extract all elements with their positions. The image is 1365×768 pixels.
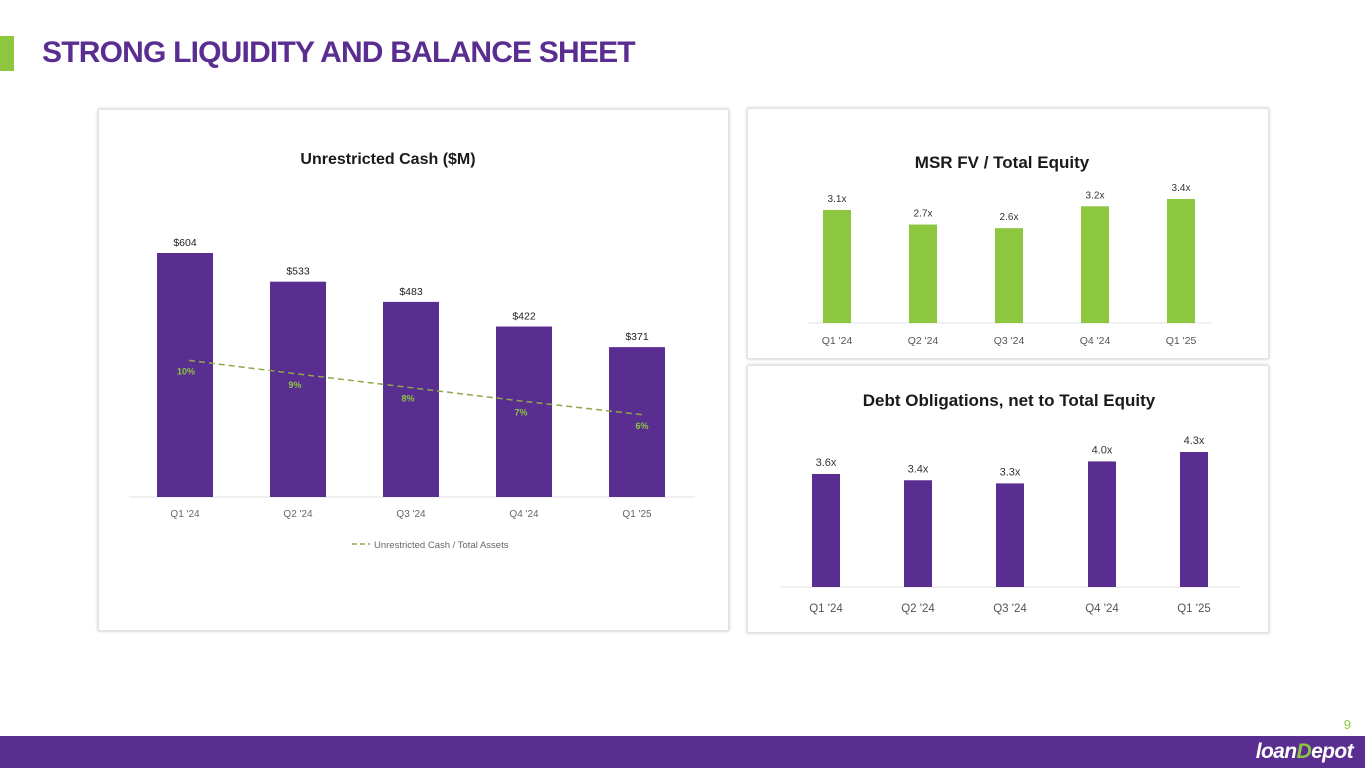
unrestricted-cash-chart-panel: Unrestricted Cash ($M) $604 Q1 '24 $533 Q2 '… xyxy=(98,109,729,631)
cash-to-assets-label: 9% xyxy=(288,380,301,390)
cash-bar xyxy=(383,301,439,497)
msr-bar-value-label: 2.7x xyxy=(914,209,933,220)
chart-title: Unrestricted Cash ($M) xyxy=(300,151,475,168)
loandepot-logo: loanDepot xyxy=(1255,740,1354,763)
msr-equity-chart: MSR FV / Total Equity 3.1x Q1 '24 2.7x Q2 '2… xyxy=(808,153,1212,347)
msr-x-tick-label: Q1 '25 xyxy=(1166,335,1197,347)
debt-equity-chart: Debt Obligations, net to Total Equity 3.6… xyxy=(780,391,1240,615)
cash-x-tick-label: Q3 '24 xyxy=(396,509,426,520)
cash-to-assets-label: 6% xyxy=(635,421,648,431)
cash-x-tick-label: Q2 '24 xyxy=(283,509,313,520)
cash-bar-value-label: $604 xyxy=(173,237,197,249)
msr-bar xyxy=(1167,199,1195,323)
debt-bar xyxy=(904,480,932,587)
msr-x-tick-label: Q2 '24 xyxy=(908,335,939,347)
msr-bar xyxy=(909,224,937,323)
debt-bar-value-label: 4.3x xyxy=(1184,435,1205,447)
cash-bar-value-label: $422 xyxy=(512,311,536,323)
cash-x-tick-label: Q1 '24 xyxy=(170,509,200,520)
debt-equity-chart-panel: Debt Obligations, net to Total Equity 3.6… xyxy=(747,365,1269,633)
msr-bar xyxy=(1081,206,1109,323)
debt-x-tick-label: Q1 '24 xyxy=(809,603,843,615)
debt-x-tick-label: Q2 '24 xyxy=(901,603,935,615)
debt-bar xyxy=(812,473,840,587)
cash-bar xyxy=(270,281,326,497)
debt-bar-value-label: 3.6x xyxy=(816,457,837,469)
chart-title: MSR FV / Total Equity xyxy=(915,153,1090,172)
page-number: 9 xyxy=(1343,717,1351,732)
debt-bar-value-label: 4.0x xyxy=(1092,444,1113,456)
footer-band xyxy=(0,736,1365,768)
debt-bar xyxy=(996,483,1024,587)
cash-bar-value-label: $371 xyxy=(625,331,649,343)
cash-to-assets-label: 10% xyxy=(177,366,195,376)
debt-x-tick-label: Q4 '24 xyxy=(1085,603,1119,615)
page-title: STRONG LIQUIDITY AND BALANCE SHEET xyxy=(42,36,636,69)
cash-bar xyxy=(609,347,665,497)
cash-x-tick-label: Q1 '25 xyxy=(622,509,652,520)
msr-equity-chart-panel: MSR FV / Total Equity 3.1x Q1 '24 2.7x Q2 '2… xyxy=(747,108,1269,359)
chart-title: Debt Obligations, net to Total Equity xyxy=(863,391,1156,410)
msr-x-tick-label: Q4 '24 xyxy=(1080,335,1111,347)
debt-x-tick-label: Q1 '25 xyxy=(1177,603,1211,615)
cash-x-tick-label: Q4 '24 xyxy=(509,509,539,520)
cash-to-assets-label: 8% xyxy=(401,394,414,404)
debt-bar-value-label: 3.4x xyxy=(908,463,929,475)
cash-to-assets-label: 7% xyxy=(514,407,527,417)
cash-bar-value-label: $483 xyxy=(399,286,423,298)
msr-bar-value-label: 3.1x xyxy=(828,194,847,205)
unrestricted-cash-chart: Unrestricted Cash ($M) $604 Q1 '24 $533 Q2 '… xyxy=(129,151,695,551)
title-accent-bar xyxy=(0,36,14,71)
msr-bar-value-label: 3.4x xyxy=(1172,183,1191,194)
msr-bar xyxy=(995,228,1023,323)
cash-bar xyxy=(157,253,213,497)
legend-label: Unrestricted Cash / Total Assets xyxy=(374,540,509,551)
debt-bar xyxy=(1088,461,1116,587)
msr-x-tick-label: Q1 '24 xyxy=(822,335,853,347)
debt-bar-value-label: 3.3x xyxy=(1000,466,1021,478)
msr-bar-value-label: 2.6x xyxy=(1000,212,1019,223)
msr-bar-value-label: 3.2x xyxy=(1086,190,1105,201)
msr-x-tick-label: Q3 '24 xyxy=(994,335,1025,347)
msr-bar xyxy=(823,209,851,323)
debt-bar xyxy=(1180,452,1208,587)
cash-to-assets-line xyxy=(188,359,646,416)
cash-bar xyxy=(496,326,552,497)
debt-x-tick-label: Q3 '24 xyxy=(993,603,1027,615)
cash-bar-value-label: $533 xyxy=(286,266,310,278)
